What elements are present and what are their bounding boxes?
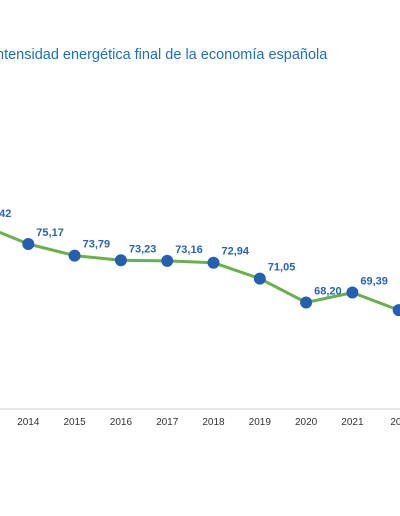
data-point-2019 <box>253 272 266 285</box>
data-label-2017: 73,16 <box>175 244 203 256</box>
data-point-2020 <box>300 296 313 309</box>
data-label-2020: 68,20 <box>314 286 342 298</box>
data-point-2018 <box>207 256 220 269</box>
x-tick-label: 2021 <box>341 417 364 428</box>
data-label-2016: 73,23 <box>129 243 157 255</box>
data-label-2014: 75,17 <box>36 227 64 239</box>
data-point-2017 <box>161 254 174 267</box>
data-point-2014 <box>22 238 35 250</box>
data-point-2016 <box>114 254 127 267</box>
chart-title: ntensidad energética final de la economí… <box>0 47 328 63</box>
x-tick-label: 2017 <box>156 417 179 428</box>
x-tick-label: 2018 <box>202 417 225 428</box>
data-point-2022 <box>392 304 400 317</box>
series-line <box>0 230 400 312</box>
data-label-2018: 72,94 <box>222 246 250 258</box>
x-tick-label: 2016 <box>110 417 133 428</box>
x-tick-label: 2014 <box>17 417 40 428</box>
data-label-2015: 73,79 <box>83 239 111 251</box>
data-label-2013: 7,42 <box>0 208 11 220</box>
data-point-2015 <box>68 249 81 262</box>
data-label-2021: 69,39 <box>360 276 388 288</box>
data-label-2019: 71,05 <box>268 262 296 274</box>
x-tick-label: 202 <box>390 417 400 428</box>
x-tick-label: 2015 <box>63 417 86 428</box>
x-tick-label: 2019 <box>249 417 272 428</box>
data-point-2021 <box>346 286 359 299</box>
x-tick-label: 2020 <box>295 417 318 428</box>
